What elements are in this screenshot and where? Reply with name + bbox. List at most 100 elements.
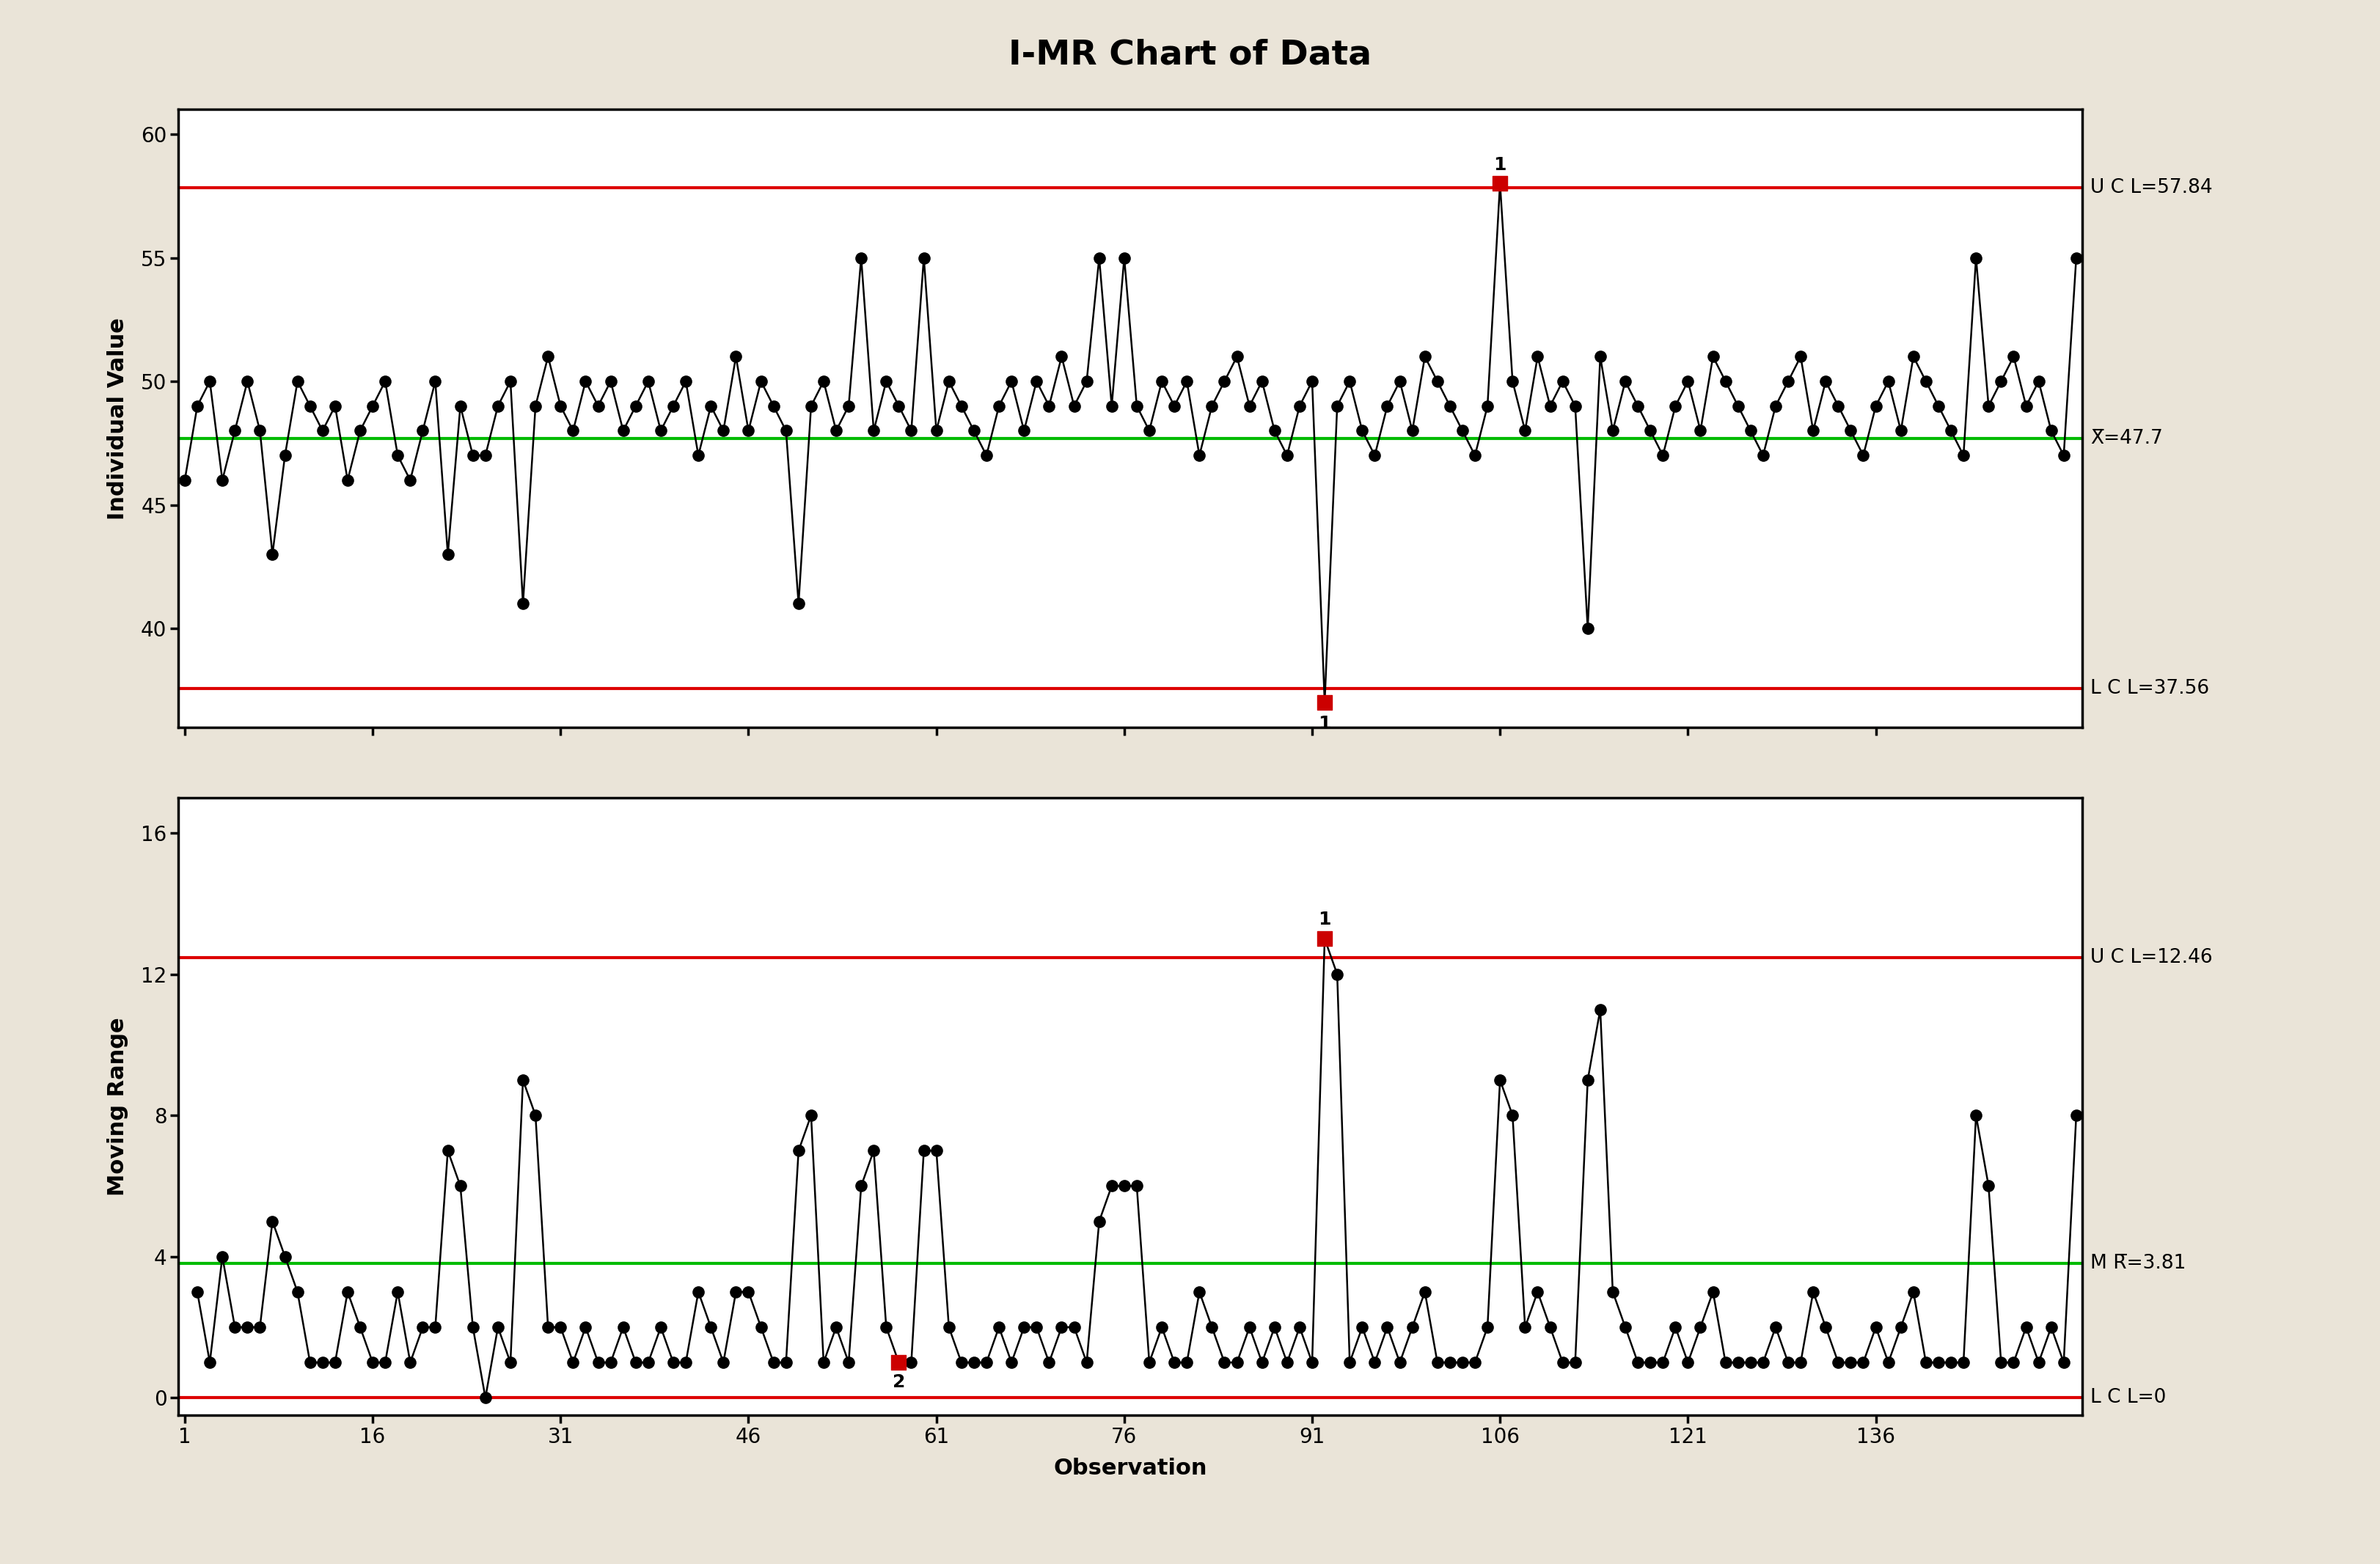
Point [1507, 418, 1545, 443]
Point [743, 369, 781, 394]
Y-axis label: Moving Range: Moving Range [107, 1017, 129, 1196]
Point [1545, 1350, 1583, 1375]
Point [1845, 443, 1883, 468]
Point [1092, 394, 1130, 419]
Point [1495, 1103, 1533, 1128]
Point [516, 394, 555, 419]
Point [1868, 1350, 1906, 1375]
Point [1971, 1173, 2009, 1198]
Point [1507, 1315, 1545, 1340]
Point [1883, 1315, 1921, 1340]
Point [693, 1315, 731, 1340]
Point [578, 394, 616, 419]
Point [440, 1173, 478, 1198]
Point [1883, 418, 1921, 443]
Point [992, 1350, 1031, 1375]
Point [1357, 1350, 1395, 1375]
Point [190, 369, 228, 394]
Point [317, 394, 355, 419]
Point [1230, 1315, 1269, 1340]
Point [1983, 1350, 2021, 1375]
Text: U C L=57.84: U C L=57.84 [2090, 178, 2213, 197]
Point [328, 1279, 367, 1304]
Point [490, 369, 528, 394]
Point [966, 1350, 1004, 1375]
Point [1971, 394, 2009, 419]
Point [1307, 690, 1345, 715]
Point [854, 418, 893, 443]
Point [992, 369, 1031, 394]
Text: U C L=12.46: U C L=12.46 [2090, 948, 2213, 968]
Point [866, 1315, 904, 1340]
Point [217, 1315, 255, 1340]
Point [505, 1068, 543, 1093]
Point [678, 1279, 716, 1304]
Point [1280, 1315, 1319, 1340]
Point [516, 1103, 555, 1128]
Text: L C L=0: L C L=0 [2090, 1389, 2166, 1408]
Point [628, 369, 666, 394]
Point [555, 418, 593, 443]
Point [466, 443, 505, 468]
Point [866, 369, 904, 394]
Point [981, 1315, 1019, 1340]
Point [378, 1279, 417, 1304]
Point [1257, 1315, 1295, 1340]
Point [1645, 1350, 1683, 1375]
Point [1630, 418, 1668, 443]
Point [766, 1350, 804, 1375]
Point [1480, 170, 1518, 196]
Point [1169, 369, 1207, 394]
Text: M R̅=3.81: M R̅=3.81 [2090, 1254, 2187, 1273]
Point [455, 1315, 493, 1340]
Point [593, 369, 631, 394]
Point [816, 418, 854, 443]
Point [1933, 1350, 1971, 1375]
Point [328, 468, 367, 493]
Point [816, 1315, 854, 1340]
Point [1994, 344, 2033, 369]
Point [1130, 1350, 1169, 1375]
Point [881, 1350, 919, 1375]
Point [704, 1350, 743, 1375]
Point [628, 1350, 666, 1375]
Point [916, 1139, 954, 1164]
Point [666, 369, 704, 394]
Point [428, 541, 466, 566]
Point [428, 1139, 466, 1164]
Point [355, 394, 393, 419]
Point [1845, 1350, 1883, 1375]
Point [942, 394, 981, 419]
Point [1418, 1350, 1457, 1375]
Point [966, 443, 1004, 468]
Point [1718, 394, 1756, 419]
Point [1392, 418, 1430, 443]
Point [390, 468, 428, 493]
Point [1733, 418, 1771, 443]
Point [340, 1315, 378, 1340]
Point [1595, 1279, 1633, 1304]
Point [1004, 1315, 1042, 1340]
Point [1768, 1350, 1806, 1375]
Point [1806, 1315, 1845, 1340]
Point [1668, 369, 1706, 394]
Point [1906, 369, 1944, 394]
Point [754, 1350, 793, 1375]
Text: 1: 1 [1319, 910, 1330, 929]
Text: 1: 1 [1319, 715, 1330, 732]
Point [954, 1350, 992, 1375]
Point [1868, 369, 1906, 394]
Point [1442, 1350, 1480, 1375]
Point [1944, 1350, 1983, 1375]
Point [1380, 1350, 1418, 1375]
Point [1242, 1350, 1280, 1375]
Point [843, 1173, 881, 1198]
Point [1342, 1315, 1380, 1340]
Point [566, 1315, 605, 1340]
Point [1442, 418, 1480, 443]
Point [716, 1279, 754, 1304]
Point [1783, 1350, 1821, 1375]
Point [1795, 418, 1833, 443]
Point [566, 369, 605, 394]
Point [1518, 1279, 1557, 1304]
